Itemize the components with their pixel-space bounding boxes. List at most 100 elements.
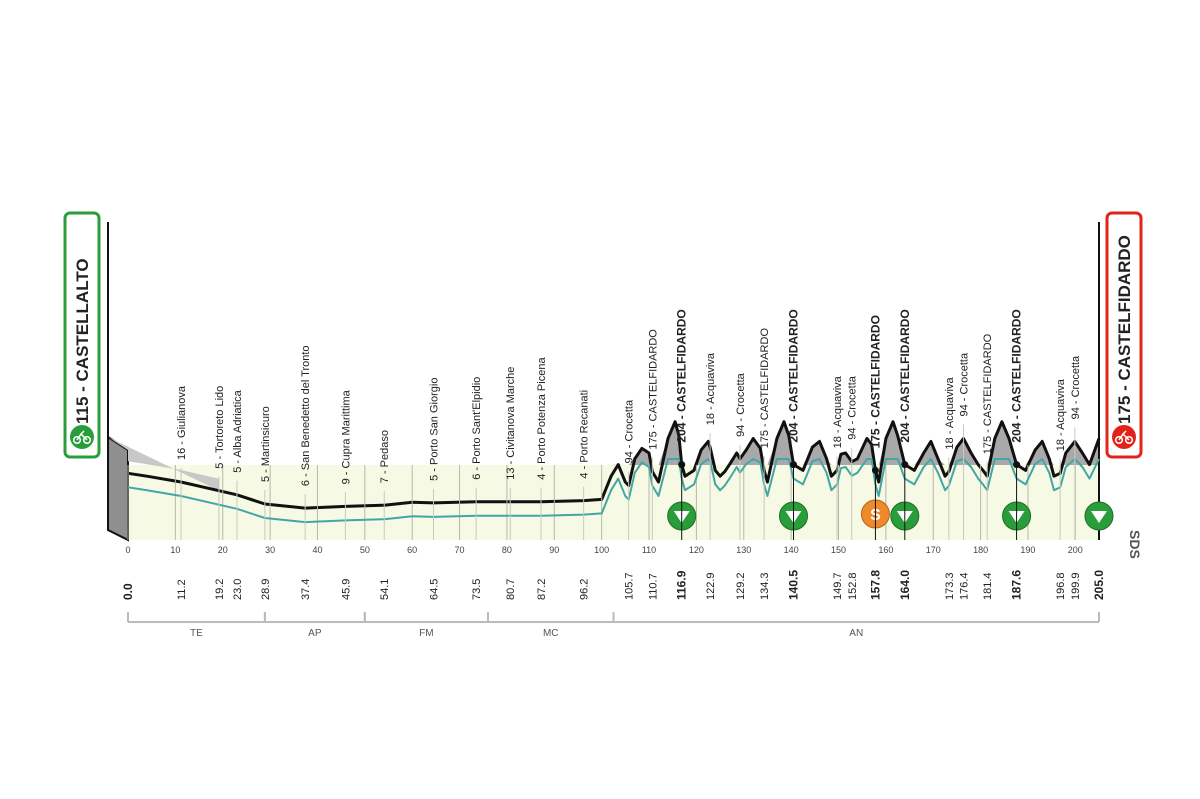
- km-label: 45.9: [340, 579, 352, 600]
- waypoint-name: 204 - CASTELFIDARDO: [675, 309, 689, 442]
- waypoint-name: 7 - Pedaso: [379, 430, 391, 483]
- km-label: 164.0: [898, 570, 912, 600]
- km-label: 19.2: [214, 579, 226, 600]
- distance-tick-label: 30: [265, 545, 275, 555]
- plain-band: [128, 465, 1099, 540]
- waypoint-dot: [1013, 461, 1021, 469]
- km-label: 122.9: [705, 572, 717, 600]
- waypoint-name: 94 - Crocetta: [735, 372, 747, 436]
- waypoint-name: 16 - Giulianova: [176, 385, 188, 460]
- waypoint-name: 18 - Acquaviva: [1055, 378, 1067, 451]
- descent-triangle-icon: [1091, 511, 1107, 523]
- start-label: 115 - CASTELLALTO: [73, 258, 92, 424]
- distance-tick-label: 110: [642, 545, 656, 555]
- distance-tick-label: 170: [926, 545, 941, 555]
- waypoint-name: 175 - CASTELFIDARDO: [647, 329, 659, 450]
- waypoint-name: 94 - Crocetta: [847, 375, 859, 439]
- km-label: 0.0: [121, 583, 135, 600]
- waypoint-dot: [678, 461, 686, 469]
- bike-wheel-icon: [82, 435, 92, 445]
- km-label: 157.8: [868, 570, 882, 600]
- km-label: 96.2: [579, 579, 591, 600]
- waypoint-name: 5 - Alba Adriatica: [232, 389, 244, 472]
- finish-badge: 175 - CASTELFIDARDO: [1105, 211, 1143, 459]
- waypoint-dot: [901, 461, 909, 469]
- km-label: 181.4: [982, 572, 994, 600]
- waypoint-name: 18 - Acquaviva: [944, 377, 956, 450]
- profile-outline: [127, 420, 1101, 510]
- road-line: [127, 458, 1100, 524]
- km-label: 173.3: [944, 572, 956, 600]
- waypoint-name: 18 - Acquaviva: [832, 375, 844, 448]
- waypoint-name: 94 - Crocetta: [959, 352, 971, 416]
- bike-wheel-icon: [1114, 435, 1124, 445]
- waypoint-name: 13 - Civitanova Marche: [505, 367, 517, 480]
- waypoint-name: 94 - Crocetta: [624, 399, 636, 463]
- distance-tick-label: 10: [170, 545, 180, 555]
- distance-tick-label: 80: [502, 545, 512, 555]
- km-label: 87.2: [536, 579, 548, 600]
- waypoint-name: 175 - CASTELFIDARDO: [759, 328, 771, 449]
- distance-tick-label: 40: [312, 545, 322, 555]
- start-box: [63, 211, 101, 459]
- distance-tick-label: 160: [878, 545, 893, 555]
- bike-frame-icon: [76, 430, 88, 441]
- province-label: AP: [308, 628, 322, 639]
- km-label: 28.9: [260, 579, 272, 600]
- distance-tick-label: 20: [218, 545, 228, 555]
- waypoint-name: 94 - Crocetta: [1070, 355, 1082, 419]
- waypoint-name: 204 - CASTELFIDARDO: [898, 309, 912, 442]
- km-label: 73.5: [471, 579, 483, 600]
- distance-tick-label: 0: [125, 545, 130, 555]
- distance-tick-label: 180: [973, 545, 988, 555]
- waypoint-name: 204 - CASTELFIDARDO: [786, 309, 800, 442]
- km-label: 64.5: [429, 579, 441, 600]
- km-label: 80.7: [505, 579, 517, 600]
- bike-icon: [1112, 425, 1136, 449]
- waypoint-name: 175 - CASTELFIDARDO: [868, 315, 882, 448]
- waypoint-name: 5 - Martinsicuro: [260, 406, 272, 482]
- distance-tick-label: 50: [360, 545, 370, 555]
- distance-tick-label: 120: [689, 545, 704, 555]
- km-label: 134.3: [759, 572, 771, 600]
- km-label: 11.2: [176, 579, 188, 600]
- km-label: 205.0: [1092, 570, 1106, 600]
- waypoint-name: 18 - Acquaviva: [705, 352, 717, 425]
- km-label: 116.9: [675, 570, 689, 600]
- waypoint-name: 6 - San Benedetto del Tronto: [300, 345, 312, 486]
- sds-logo: SDS: [1127, 530, 1143, 559]
- waypoint-name: 4 - Porto Potenza Picena: [536, 357, 548, 480]
- province-label: FM: [419, 628, 433, 639]
- km-label: 110.7: [647, 573, 659, 600]
- distance-tick-label: 90: [549, 545, 559, 555]
- km-label: 140.5: [786, 570, 800, 600]
- waypoint-name: 5 - Tortoreto Lido: [214, 386, 226, 469]
- finish-label: 175 - CASTELFIDARDO: [1115, 235, 1134, 424]
- km-label: 199.9: [1070, 572, 1082, 600]
- distance-tick-label: 190: [1020, 545, 1035, 555]
- km-label: 152.8: [847, 572, 859, 600]
- distance-tick-label: 150: [831, 545, 846, 555]
- waypoint-name: 4 - Porto Recanati: [579, 390, 591, 479]
- profile-top-face: [108, 437, 219, 491]
- waypoint-name: 175 - CASTELFIDARDO: [982, 333, 994, 454]
- profile-area: [128, 421, 1099, 465]
- distance-tick-label: 200: [1068, 545, 1083, 555]
- km-label: 149.7: [832, 572, 844, 600]
- distance-tick-label: 60: [407, 545, 417, 555]
- km-label: 37.4: [300, 579, 312, 600]
- waypoint-dot: [871, 466, 879, 474]
- distance-tick-label: 130: [736, 545, 751, 555]
- bike-wheel-icon: [72, 435, 82, 445]
- province-label: MC: [543, 628, 559, 639]
- waypoint-dot: [789, 461, 797, 469]
- km-label: 176.4: [959, 572, 971, 600]
- start-badge: 115 - CASTELLALTO: [63, 211, 101, 459]
- profile-wall: [107, 435, 129, 542]
- waypoint-name: 204 - CASTELFIDARDO: [1010, 309, 1024, 442]
- distance-tick-label: 100: [594, 545, 609, 555]
- km-label: 196.8: [1055, 572, 1067, 600]
- distance-tick-label: 70: [455, 545, 465, 555]
